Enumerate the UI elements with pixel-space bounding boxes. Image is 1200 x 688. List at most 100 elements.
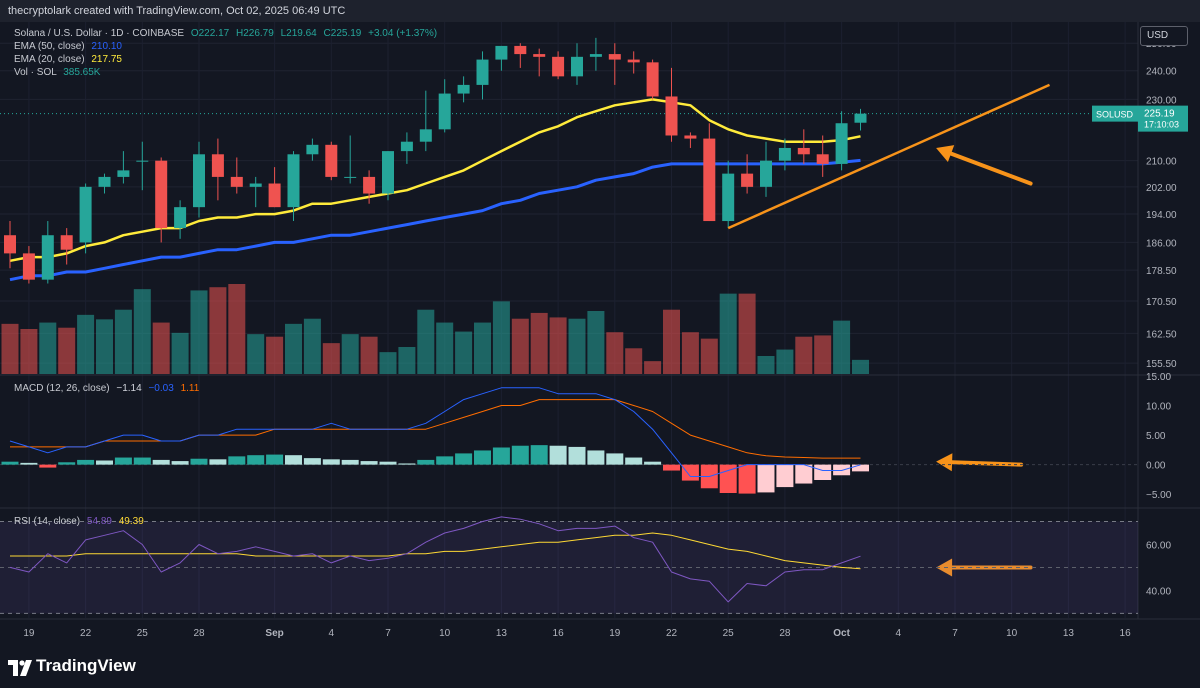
- candle-body: [211, 154, 224, 177]
- volume-bar: [833, 320, 851, 374]
- price-tick-label: 170.50: [1146, 297, 1177, 308]
- candle-body: [136, 160, 149, 162]
- legend-macd-signal: 1.11: [180, 383, 200, 394]
- time-tick-label: 25: [137, 628, 149, 639]
- price-tick-label: 155.50: [1146, 359, 1177, 370]
- volume-bar: [568, 318, 586, 374]
- volume-bar: [190, 290, 208, 374]
- candle-body: [797, 147, 810, 155]
- legend-ema20-value: 217.75: [91, 54, 122, 65]
- legend-macd-row[interactable]: MACD (12, 26, close) −1.14 −0.03 1.11: [14, 383, 199, 394]
- time-tick-label: 10: [1006, 628, 1018, 639]
- price-tick-label: 202.00: [1146, 183, 1177, 194]
- price-tick-label: 194.00: [1146, 210, 1177, 221]
- chart-credit: thecryptolark created with TradingView.c…: [8, 5, 346, 17]
- volume-bar: [455, 331, 473, 374]
- candle-body: [268, 183, 281, 208]
- macd-histogram-bar: [436, 456, 454, 465]
- candle-body: [703, 138, 716, 222]
- price-tag-symbol: SOLUSD: [1096, 110, 1134, 120]
- volume-bar: [795, 336, 813, 374]
- time-tick-label: 4: [896, 628, 902, 639]
- price-tag-countdown: 17:10:03: [1144, 120, 1179, 130]
- candle-body: [514, 45, 527, 55]
- legend-volume-label: Vol · SOL: [14, 67, 57, 78]
- price-tick-label: 210.00: [1146, 157, 1177, 168]
- candle-body: [760, 160, 772, 187]
- macd-signal-line: [10, 399, 861, 459]
- candle-body: [835, 123, 848, 164]
- candle-body: [382, 151, 394, 194]
- candle-body: [589, 54, 602, 57]
- volume-bar: [96, 319, 113, 374]
- legend-open: O222.17: [190, 28, 230, 39]
- volume-bar: [776, 349, 794, 374]
- macd-histogram-bar: [663, 464, 680, 471]
- legend-ema20-row[interactable]: EMA (20, close) 217.75: [14, 54, 122, 65]
- price-tag-symbol-bg: [1092, 105, 1138, 122]
- volume-bar: [625, 348, 643, 374]
- macd-histogram-bar: [190, 458, 208, 465]
- volume-bar: [719, 293, 737, 374]
- footer: TradingView: [0, 650, 1200, 688]
- macd-histogram-bar: [39, 464, 57, 468]
- volume-bar: [152, 322, 170, 374]
- volume-bar: [814, 335, 832, 374]
- volume-bar: [322, 343, 340, 374]
- macd-histogram-bar: [152, 459, 170, 465]
- macd-histogram-bar: [247, 455, 265, 465]
- volume-bar: [133, 289, 151, 374]
- volume-bar: [171, 332, 189, 374]
- volume-bar: [681, 332, 699, 374]
- macd-histogram-bar: [549, 445, 567, 465]
- candle-body: [60, 235, 73, 250]
- currency-button[interactable]: USD: [1140, 26, 1188, 46]
- time-tick-label: 16: [553, 628, 565, 639]
- candle-body: [438, 93, 451, 130]
- macd-histogram-bar: [474, 450, 491, 465]
- volume-bar: [492, 301, 510, 374]
- price-tick-label: 240.00: [1146, 67, 1177, 78]
- volume-bar: [398, 347, 416, 374]
- candle-body: [571, 56, 583, 77]
- volume-bar: [436, 322, 454, 374]
- candle-body: [457, 84, 470, 94]
- macd-histogram-bar: [814, 464, 832, 480]
- macd-histogram-bar: [1, 461, 19, 465]
- volume-bar: [285, 323, 302, 374]
- legend-rsi-row[interactable]: RSI (14, close) 54.89 49.39: [14, 516, 144, 527]
- price-tick-label: 162.50: [1146, 329, 1177, 340]
- volume-bar: [247, 334, 265, 374]
- rsi-ma-line: [10, 532, 861, 570]
- macd-histogram-bar: [681, 464, 699, 481]
- macd-histogram-bar: [530, 445, 548, 465]
- candle-body: [627, 59, 640, 63]
- volume-bar: [266, 336, 284, 374]
- macd-histogram-bar: [266, 454, 284, 465]
- macd-histogram-bar: [833, 464, 851, 476]
- price-tag-value: 225.19: [1144, 109, 1175, 120]
- candle-body: [98, 176, 111, 187]
- time-tick-label: 22: [80, 628, 92, 639]
- support-trendline: [727, 83, 1051, 230]
- legend-ema50-row[interactable]: EMA (50, close) 210.10: [14, 41, 122, 52]
- macd-histogram-bar: [644, 461, 662, 465]
- candle-body: [778, 147, 791, 161]
- candle-body: [155, 160, 168, 229]
- macd-tick-label: 5.00: [1146, 431, 1166, 442]
- macd-histogram-bar: [322, 459, 340, 465]
- price-tick-label: 230.00: [1146, 95, 1177, 106]
- volume-bar: [228, 284, 246, 374]
- legend-low: L219.64: [280, 28, 317, 39]
- macd-histogram-bar: [303, 458, 321, 465]
- macd-histogram-bar: [209, 459, 227, 465]
- candle-body: [722, 173, 735, 222]
- legend-high: H226.79: [236, 28, 274, 39]
- macd-histogram-bar: [568, 446, 586, 465]
- macd-histogram-bar: [228, 456, 246, 465]
- legend-rsi-label: RSI (14, close): [14, 516, 81, 527]
- time-tick-label: 28: [193, 628, 205, 639]
- legend-volume-row[interactable]: Vol · SOL 385.65K: [14, 67, 100, 78]
